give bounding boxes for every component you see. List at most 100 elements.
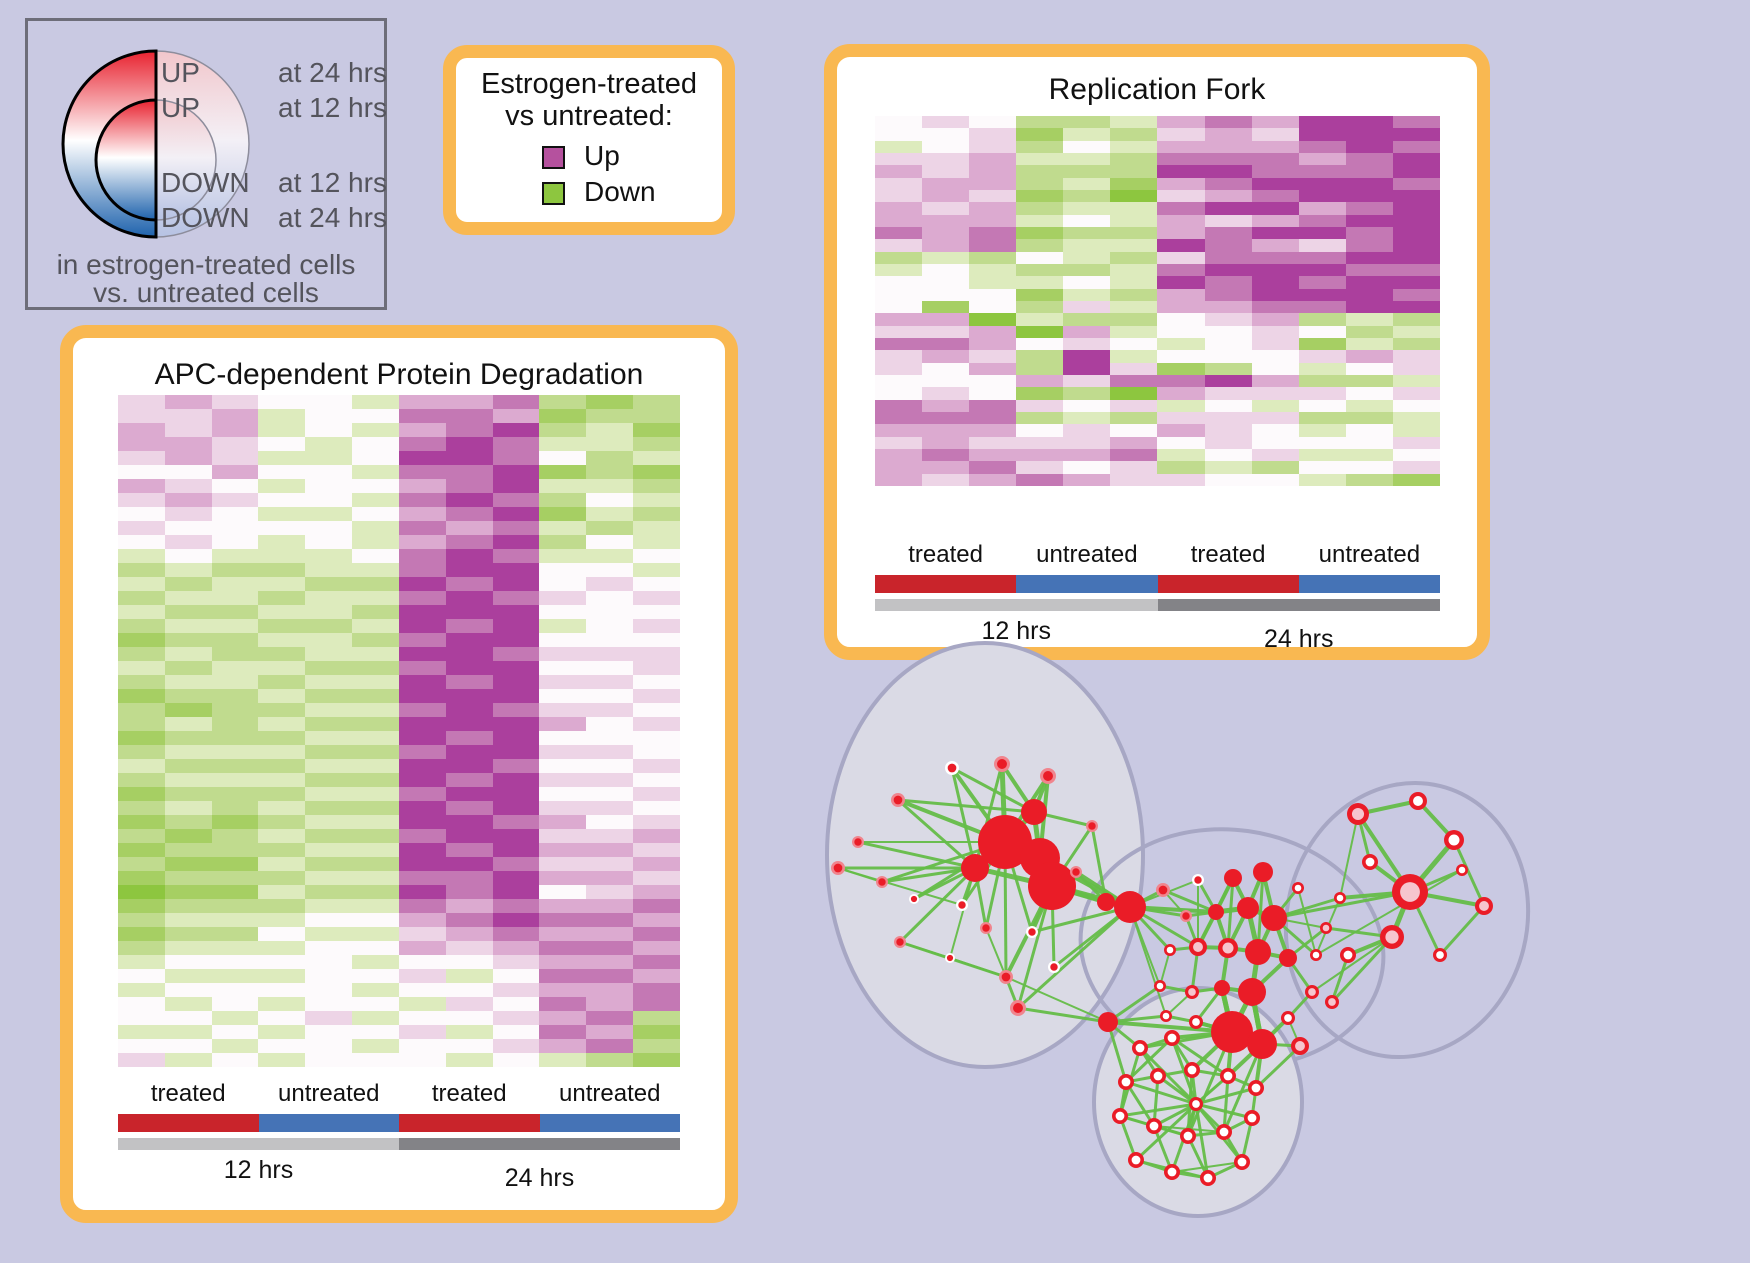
heatmap-cell: [1298, 473, 1346, 486]
heatmap-cell: [118, 577, 165, 591]
heatmap-cell: [211, 829, 259, 843]
network-edge: [1017, 1006, 1109, 1024]
heatmap-cell: [118, 591, 165, 605]
heatmap-cell: [539, 493, 587, 507]
heatmap-cell: [539, 409, 587, 423]
heatmap-cell: [875, 424, 923, 437]
heatmap-cell: [352, 1011, 399, 1025]
heatmap-cell: [492, 619, 540, 633]
heatmap-cell: [1392, 263, 1440, 277]
heatmap-cell: [1345, 362, 1393, 375]
heatmap-cell: [118, 479, 165, 493]
heatmap-cell: [352, 885, 399, 899]
heatmap-cell: [633, 801, 680, 815]
heatmap-cell: [352, 479, 399, 493]
heatmap-cell: [492, 493, 540, 507]
heatmap-cell: [1110, 165, 1158, 178]
heatmap-cell: [969, 313, 1017, 326]
network-node-core: [1121, 1077, 1131, 1087]
heatmap-cell: [118, 633, 165, 647]
heatmap-cell: [305, 395, 353, 409]
heatmap-cell: [164, 1025, 212, 1039]
heatmap-cell: [211, 1011, 259, 1025]
network-node-core: [1193, 942, 1203, 952]
heatmap-cell: [211, 633, 259, 647]
heatmap-cell: [118, 619, 165, 633]
network-edge: [985, 927, 1007, 978]
heatmap-cell: [633, 745, 680, 759]
heatmap-cell: [1110, 177, 1158, 190]
heatmap-cell: [539, 451, 587, 465]
heatmap-cell: [1345, 300, 1393, 314]
heatmap-cell: [1110, 128, 1158, 141]
heatmap-cell: [398, 829, 446, 843]
heatmap-cell: [586, 871, 634, 885]
heatmap-cell: [305, 745, 353, 759]
heatmap-cell: [258, 927, 306, 941]
network-node: [1208, 904, 1224, 920]
legend-caption-line2: vs. untreated cells: [93, 277, 319, 308]
heatmap-cell: [118, 843, 165, 857]
heatmap-cell: [1157, 436, 1205, 449]
network-node-core: [1219, 1127, 1229, 1137]
heatmap-cell: [633, 829, 680, 843]
heatmap-cell: [305, 1039, 353, 1053]
heatmap-cell: [1063, 473, 1111, 486]
heatmap-cell: [258, 605, 306, 619]
network-node-core: [896, 938, 904, 946]
heatmap-cell: [1251, 288, 1299, 301]
heatmap-cell: [305, 801, 353, 815]
untreated-bar-segment: [258, 1114, 399, 1132]
rf-group-label: untreated: [1318, 541, 1421, 568]
heatmap-cell: [1345, 399, 1393, 412]
heatmap-cell: [539, 591, 587, 605]
heatmap-cell: [922, 202, 970, 215]
heatmap-cell: [398, 409, 446, 423]
heatmap-cell: [492, 577, 540, 591]
heatmap-cell: [539, 507, 587, 521]
network-edge: [951, 766, 1035, 814]
heatmap-cell: [164, 675, 212, 689]
heatmap-cell: [969, 276, 1017, 289]
time-12hrs-bar-segment: [875, 599, 1158, 611]
heatmap-cell: [633, 409, 680, 423]
network-edge: [950, 767, 977, 869]
heatmap-cell: [164, 703, 212, 717]
heatmap-cell: [211, 549, 259, 563]
heatmap-cell: [1110, 202, 1158, 215]
heatmap-cell: [539, 927, 587, 941]
heatmap-cell: [492, 759, 540, 773]
heatmap-cell: [1251, 436, 1299, 449]
network-edge: [1129, 906, 1167, 1017]
heatmap-cell: [1063, 116, 1111, 129]
heatmap-cell: [352, 507, 399, 521]
heatmap-cell: [305, 619, 353, 633]
heatmap-cell: [118, 773, 165, 787]
time-24hrs-bar-segment: [399, 1138, 680, 1150]
heatmap-cell: [258, 759, 306, 773]
heatmap-cell: [1298, 411, 1346, 425]
heatmap-cell: [633, 493, 680, 507]
heatmap-cell: [352, 941, 399, 955]
heatmap-cell: [445, 437, 493, 451]
heatmap-cell: [164, 815, 212, 829]
heatmap-cell: [258, 717, 306, 731]
heatmap-cell: [445, 829, 493, 843]
heatmap-cell: [875, 276, 923, 289]
heatmap-cell: [1392, 374, 1440, 388]
heatmap-cell: [1392, 214, 1440, 227]
treated-bar-segment: [399, 1114, 540, 1132]
heatmap-cell: [875, 140, 923, 153]
heatmap-cell: [1157, 189, 1205, 203]
heatmap-cell: [633, 507, 680, 521]
heatmap-cell: [1063, 461, 1111, 474]
heatmap-cell: [305, 493, 353, 507]
heatmap-cell: [586, 969, 634, 983]
heatmap-cell: [258, 619, 306, 633]
heatmap-cell: [118, 423, 165, 437]
heatmap-cell: [164, 801, 212, 815]
heatmap-cell: [492, 507, 540, 521]
heatmap-cell: [1157, 140, 1205, 153]
heatmap-cell: [211, 885, 259, 899]
heatmap-cell: [969, 226, 1017, 240]
